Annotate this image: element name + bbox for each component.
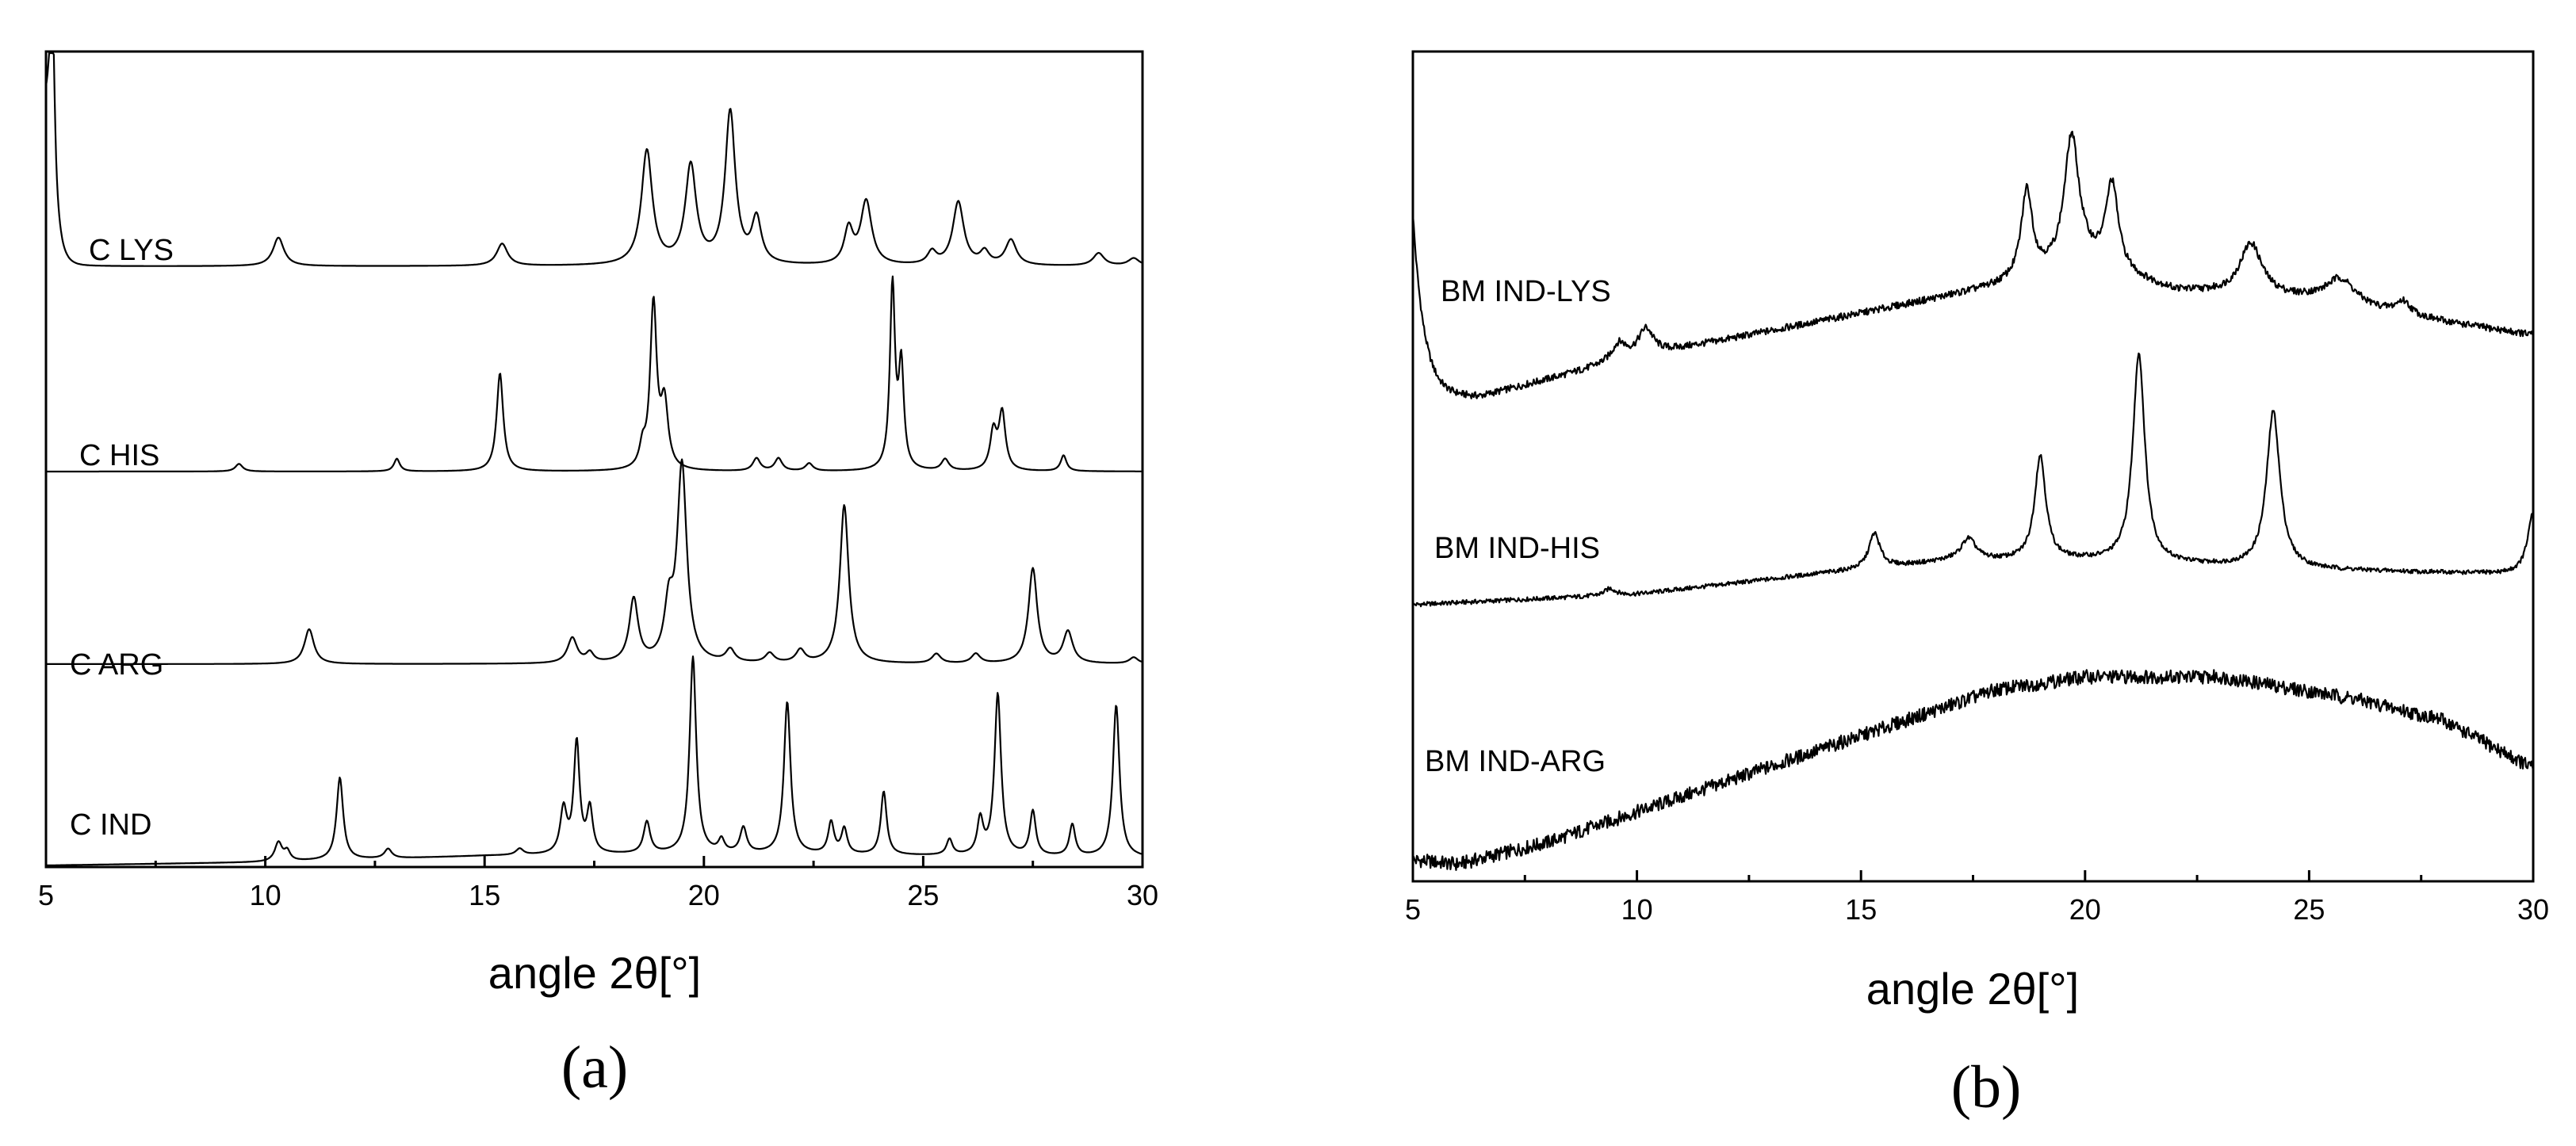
- x-tick-label-15: 15: [469, 879, 500, 911]
- series-line-c-ind: [45, 655, 1143, 866]
- x-tick-label-20: 20: [688, 879, 720, 911]
- panel-a: 5 10 15 20 25 30 C LYS C HIS C ARG C IND angl…: [38, 50, 1158, 1101]
- panel-a-x-axis-title: angle 2θ[°]: [488, 948, 701, 998]
- series-label-bm-ind-his: BM IND-HIS: [1434, 532, 1600, 565]
- series-line-bm-ind-arg: [1411, 669, 2535, 871]
- x-tick-label-20: 20: [2069, 893, 2101, 926]
- panel-a-x-ticks: 5 10 15 20 25 30: [38, 856, 1158, 911]
- series-label-c-lys: C LYS: [89, 234, 174, 267]
- panel-a-label: (a): [561, 1034, 628, 1101]
- panel-b-traces: [1411, 130, 2535, 871]
- panel-b-x-ticks: 5 10 15 20 25 30: [1405, 870, 2549, 926]
- x-tick-label-10: 10: [250, 879, 281, 911]
- series-label-bm-ind-arg: BM IND-ARG: [1425, 745, 1606, 778]
- series-line-bm-ind-lys: [1411, 130, 2535, 399]
- panel-b-label: (b): [1951, 1054, 2022, 1121]
- series-line-bm-ind-his: [1411, 352, 2534, 608]
- series-label-c-his: C HIS: [79, 439, 159, 472]
- series-label-bm-ind-lys: BM IND-LYS: [1441, 275, 1611, 308]
- x-tick-label-15: 15: [1845, 893, 1877, 926]
- panel-b: 5 10 15 20 25 30 BM IND-LYS BM IND-HIS BM IND…: [1405, 50, 2549, 1121]
- x-tick-label-30: 30: [1127, 879, 1158, 911]
- x-tick-label-10: 10: [1621, 893, 1653, 926]
- panel-b-series-labels: BM IND-LYS BM IND-HIS BM IND-ARG: [1425, 275, 1611, 778]
- x-tick-label-30: 30: [2517, 893, 2549, 926]
- panel-a-traces: [44, 52, 1143, 866]
- x-tick-label-25: 25: [2293, 893, 2325, 926]
- panel-b-x-axis-title: angle 2θ[°]: [1866, 964, 2079, 1014]
- x-tick-label-5: 5: [1405, 893, 1421, 926]
- series-line-c-his: [45, 275, 1143, 473]
- panel-a-series-labels: C LYS C HIS C ARG C IND: [70, 234, 174, 842]
- x-tick-label-5: 5: [38, 879, 54, 911]
- series-label-c-arg: C ARG: [70, 648, 163, 682]
- series-label-c-ind: C IND: [70, 808, 151, 842]
- series-line-c-arg: [45, 458, 1143, 665]
- series-line-c-lys: [44, 52, 1143, 267]
- x-tick-label-25: 25: [907, 879, 939, 911]
